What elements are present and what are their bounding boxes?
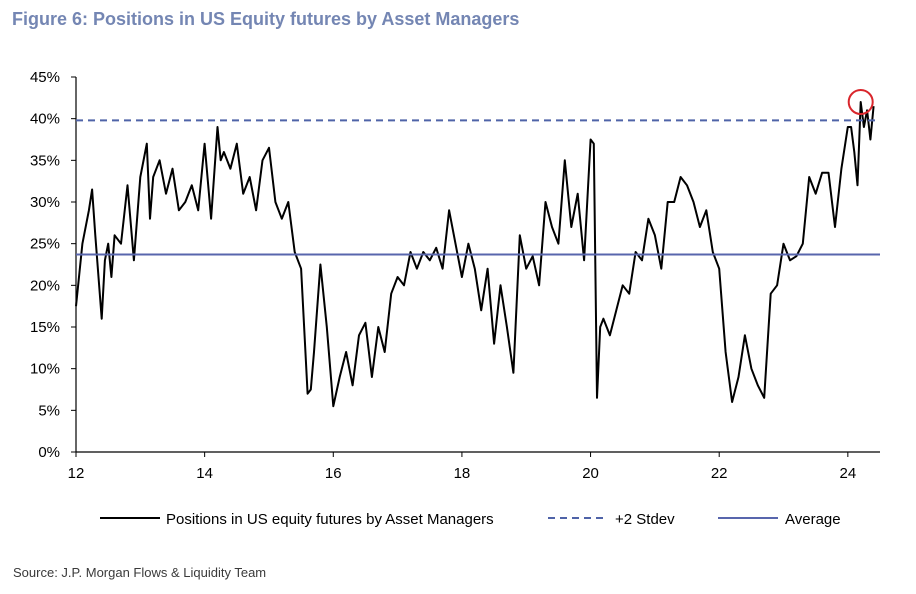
x-tick-label: 22 [711, 465, 728, 482]
legend-label-average: Average [785, 511, 841, 528]
y-tick-label: 30% [30, 194, 60, 211]
x-axis: 12 14 16 18 20 22 24 [68, 451, 880, 482]
y-tick-label: 0% [38, 444, 60, 461]
legend-label-positions: Positions in US equity futures by Asset … [166, 511, 494, 528]
y-tick-label: 20% [30, 277, 60, 294]
y-tick-label: 5% [38, 402, 60, 419]
source-note: Source: J.P. Morgan Flows & Liquidity Te… [13, 565, 267, 580]
y-tick-label: 40% [30, 111, 60, 128]
x-tick-label: 24 [839, 465, 856, 482]
legend: Positions in US equity futures by Asset … [100, 511, 841, 528]
y-tick-label: 10% [30, 361, 60, 378]
x-tick-label: 12 [68, 465, 85, 482]
highlight-circle [847, 89, 874, 115]
y-tick-label: 15% [30, 319, 60, 336]
legend-label-stdev: +2 Stdev [615, 511, 675, 528]
y-tick-label: 35% [30, 152, 60, 169]
series-positions-line [75, 101, 875, 408]
y-axis: 0% 5% 10% 15% 20% 25% 30% 35% 40% 45% [30, 69, 77, 461]
plot-area [75, 89, 880, 408]
x-tick-label: 14 [196, 465, 213, 482]
x-tick-label: 20 [582, 465, 599, 482]
y-tick-label: 45% [30, 69, 60, 86]
y-tick-label: 25% [30, 236, 60, 253]
chart-title: Figure 6: Positions in US Equity futures… [12, 9, 520, 29]
x-tick-label: 16 [325, 465, 342, 482]
x-tick-label: 18 [454, 465, 471, 482]
